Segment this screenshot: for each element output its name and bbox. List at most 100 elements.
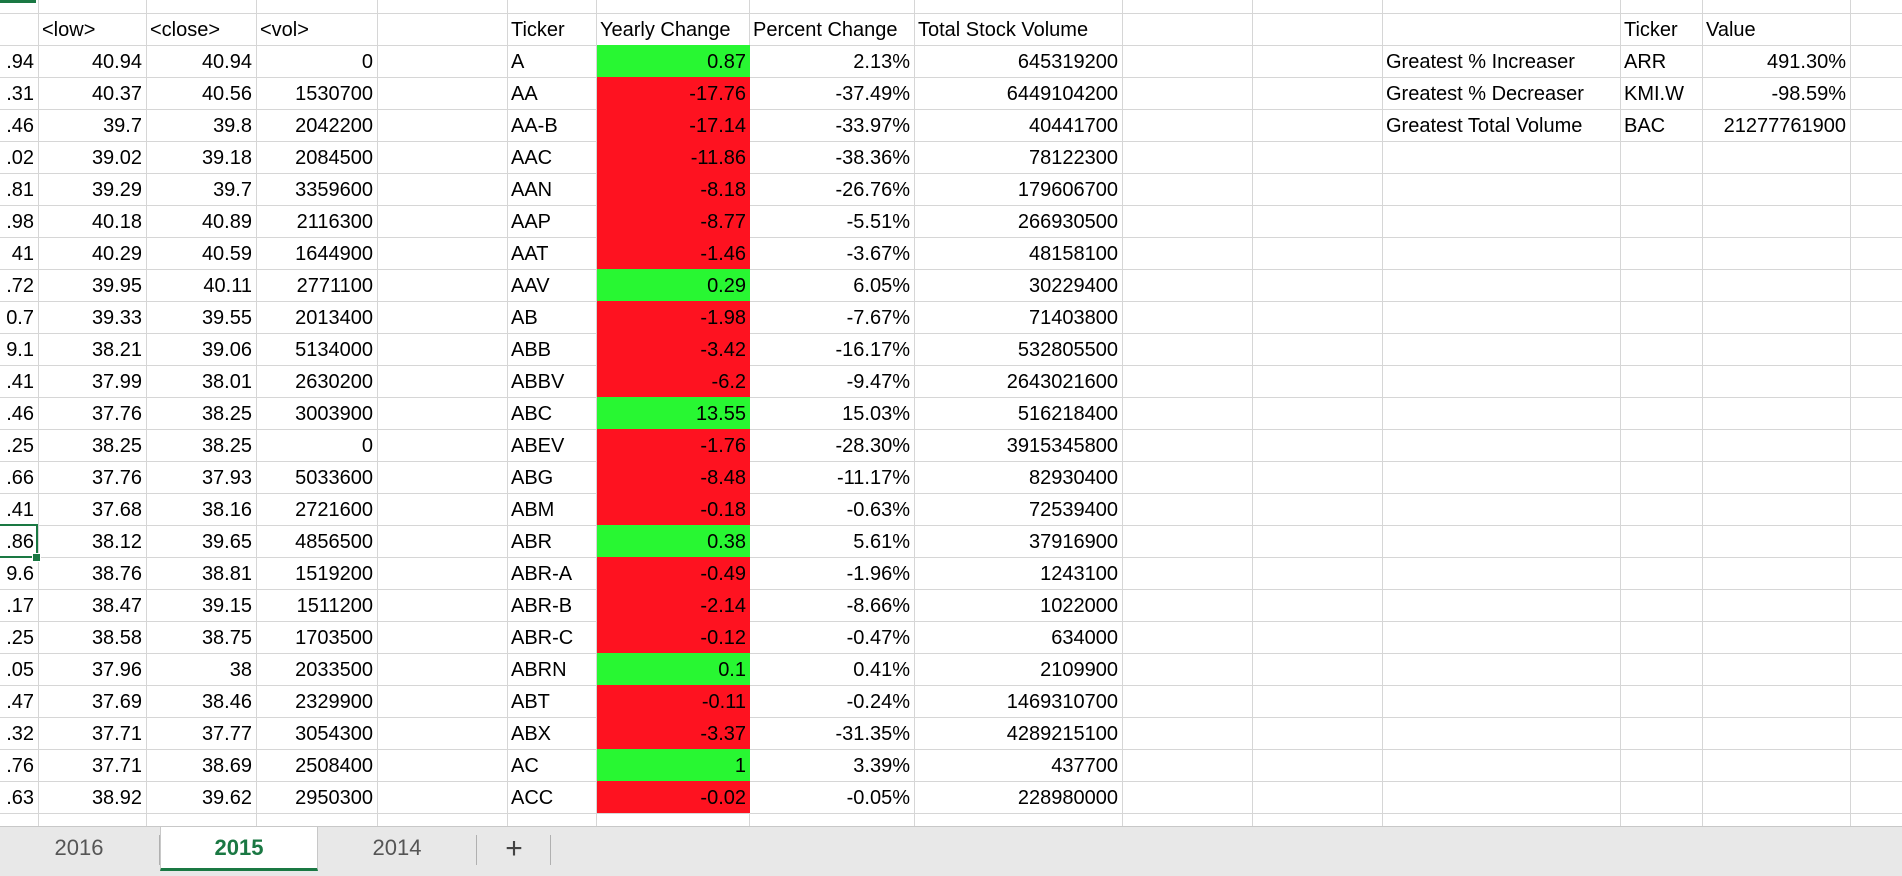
cell-close[interactable]: 39.65 bbox=[201, 531, 252, 553]
cell-low[interactable]: 38.12 bbox=[91, 531, 142, 553]
cell-volume[interactable]: 437700 bbox=[1051, 755, 1118, 777]
cell-ticker[interactable]: ABBV bbox=[511, 371, 565, 393]
cell-close[interactable]: 40.11 bbox=[203, 275, 252, 297]
cell-low[interactable]: 39.7 bbox=[103, 115, 142, 137]
cell-low[interactable]: 37.99 bbox=[91, 371, 142, 393]
cell-close[interactable]: 39.8 bbox=[213, 115, 252, 137]
cell-ticker[interactable]: ABC bbox=[511, 403, 553, 425]
cell-close[interactable]: 40.56 bbox=[201, 83, 252, 105]
summary-label[interactable]: Greatest % Increaser bbox=[1386, 51, 1575, 73]
fill-handle[interactable] bbox=[32, 553, 41, 562]
cell-volume[interactable]: 645319200 bbox=[1017, 51, 1118, 73]
cell-change[interactable]: -8.18 bbox=[597, 173, 750, 205]
cell-pct[interactable]: -1.96% bbox=[846, 563, 910, 585]
cell-partial[interactable]: .31 bbox=[6, 83, 34, 105]
cell-partial[interactable]: 41 bbox=[11, 243, 34, 265]
cell-vol[interactable]: 2116300 bbox=[296, 211, 373, 233]
cell-change[interactable]: -6.2 bbox=[597, 365, 750, 397]
cell-low[interactable]: 37.69 bbox=[91, 691, 142, 713]
cell-ticker[interactable]: ABB bbox=[511, 339, 552, 361]
cell-change[interactable]: -0.49 bbox=[597, 557, 750, 589]
cell-volume[interactable]: 532805500 bbox=[1017, 339, 1118, 361]
cell-low[interactable]: 40.94 bbox=[91, 51, 142, 73]
summary-ticker[interactable]: ARR bbox=[1624, 51, 1667, 73]
cell-close[interactable]: 38.75 bbox=[201, 627, 252, 649]
summary-label[interactable]: Greatest % Decreaser bbox=[1386, 83, 1584, 105]
summary-value[interactable]: -98.59% bbox=[1771, 83, 1847, 105]
cell-volume[interactable]: 634000 bbox=[1051, 627, 1118, 649]
cell-vol[interactable]: 1519200 bbox=[295, 563, 373, 585]
cell-pct[interactable]: -31.35% bbox=[835, 723, 911, 745]
cell-change[interactable]: -1.46 bbox=[597, 237, 750, 269]
cell-close[interactable]: 40.89 bbox=[201, 211, 252, 233]
cell-low[interactable]: 37.96 bbox=[91, 659, 142, 681]
cell-low[interactable]: 38.47 bbox=[91, 595, 142, 617]
cell-change[interactable]: -17.14 bbox=[597, 109, 750, 141]
cell-partial[interactable]: .02 bbox=[6, 147, 34, 169]
sheet-tab-2016[interactable]: 2016 bbox=[54, 835, 104, 860]
cell-partial[interactable]: .81 bbox=[6, 179, 34, 201]
cell-partial[interactable]: .32 bbox=[6, 723, 34, 745]
cell-volume[interactable]: 3915345800 bbox=[1006, 435, 1118, 457]
cell-low[interactable]: 37.71 bbox=[91, 755, 142, 777]
cell-ticker[interactable]: ABEV bbox=[511, 435, 565, 457]
cell-vol[interactable]: 5134000 bbox=[295, 339, 373, 361]
cell-ticker[interactable]: ACC bbox=[511, 787, 554, 809]
cell-change[interactable]: -0.11 bbox=[597, 685, 750, 717]
cell-pct[interactable]: -0.47% bbox=[846, 627, 910, 649]
header-cell-total_volume[interactable]: Total Stock Volume bbox=[918, 19, 1089, 41]
cell-volume[interactable]: 2643021600 bbox=[1006, 371, 1118, 393]
cell-vol[interactable]: 1530700 bbox=[295, 83, 373, 105]
cell-vol[interactable]: 1511200 bbox=[296, 595, 373, 617]
cell-partial[interactable]: .47 bbox=[6, 691, 34, 713]
header-cell-percent_change[interactable]: Percent Change bbox=[753, 19, 898, 41]
cell-change[interactable]: 0.87 bbox=[597, 45, 750, 77]
cell-change[interactable]: -17.76 bbox=[597, 77, 750, 109]
cell-close[interactable]: 38.16 bbox=[201, 499, 252, 521]
cell-vol[interactable]: 0 bbox=[361, 435, 373, 457]
cell-change[interactable]: -11.86 bbox=[597, 141, 750, 173]
cell-vol[interactable]: 3054300 bbox=[295, 723, 373, 745]
cell-pct[interactable]: 2.13% bbox=[853, 51, 910, 73]
cell-low[interactable]: 37.68 bbox=[91, 499, 142, 521]
cell-vol[interactable]: 1703500 bbox=[295, 627, 373, 649]
cell-low[interactable]: 37.76 bbox=[91, 467, 142, 489]
cell-partial[interactable]: 9.1 bbox=[6, 339, 34, 361]
cell-low[interactable]: 39.95 bbox=[91, 275, 142, 297]
cell-close[interactable]: 37.77 bbox=[201, 723, 252, 745]
add-sheet-button[interactable]: + bbox=[505, 832, 523, 865]
cell-ticker[interactable]: AAC bbox=[511, 147, 553, 169]
cell-pct[interactable]: -37.49% bbox=[835, 83, 911, 105]
cell-pct[interactable]: -9.47% bbox=[846, 371, 910, 393]
cell-volume[interactable]: 78122300 bbox=[1029, 147, 1118, 169]
cell-partial[interactable]: .94 bbox=[6, 51, 34, 73]
cell-vol[interactable]: 3359600 bbox=[295, 179, 373, 201]
cell-low[interactable]: 39.33 bbox=[91, 307, 142, 329]
cell-ticker[interactable]: AC bbox=[511, 755, 539, 777]
cell-change[interactable]: -8.77 bbox=[597, 205, 750, 237]
cell-close[interactable]: 38.01 bbox=[201, 371, 252, 393]
cell-change[interactable]: 0.29 bbox=[597, 269, 750, 301]
cell-close[interactable]: 39.06 bbox=[201, 339, 252, 361]
cell-change[interactable]: -2.14 bbox=[597, 589, 750, 621]
cell-partial[interactable]: .25 bbox=[6, 627, 34, 649]
header-cell-yearly_change[interactable]: Yearly Change bbox=[600, 19, 731, 41]
cell-vol[interactable]: 2084500 bbox=[295, 147, 373, 169]
cell-ticker[interactable]: ABM bbox=[511, 499, 555, 521]
cell-ticker[interactable]: ABR-B bbox=[511, 595, 573, 617]
cell-ticker[interactable]: ABX bbox=[511, 723, 552, 745]
cell-partial[interactable]: .46 bbox=[6, 115, 34, 137]
cell-ticker[interactable]: A bbox=[511, 51, 525, 73]
summary-ticker[interactable]: KMI.W bbox=[1624, 83, 1684, 105]
cell-vol[interactable]: 0 bbox=[361, 51, 373, 73]
cell-vol[interactable]: 1644900 bbox=[295, 243, 373, 265]
cell-ticker[interactable]: AB bbox=[511, 307, 538, 329]
cell-pct[interactable]: -33.97% bbox=[835, 115, 911, 137]
cell-low[interactable]: 40.37 bbox=[91, 83, 142, 105]
cell-close[interactable]: 39.7 bbox=[213, 179, 252, 201]
cell-change[interactable]: 0.38 bbox=[597, 525, 750, 557]
cell-close[interactable]: 40.94 bbox=[201, 51, 252, 73]
cell-volume[interactable]: 1022000 bbox=[1040, 595, 1118, 617]
cell-pct[interactable]: -0.63% bbox=[846, 499, 910, 521]
cell-pct[interactable]: 6.05% bbox=[853, 275, 910, 297]
